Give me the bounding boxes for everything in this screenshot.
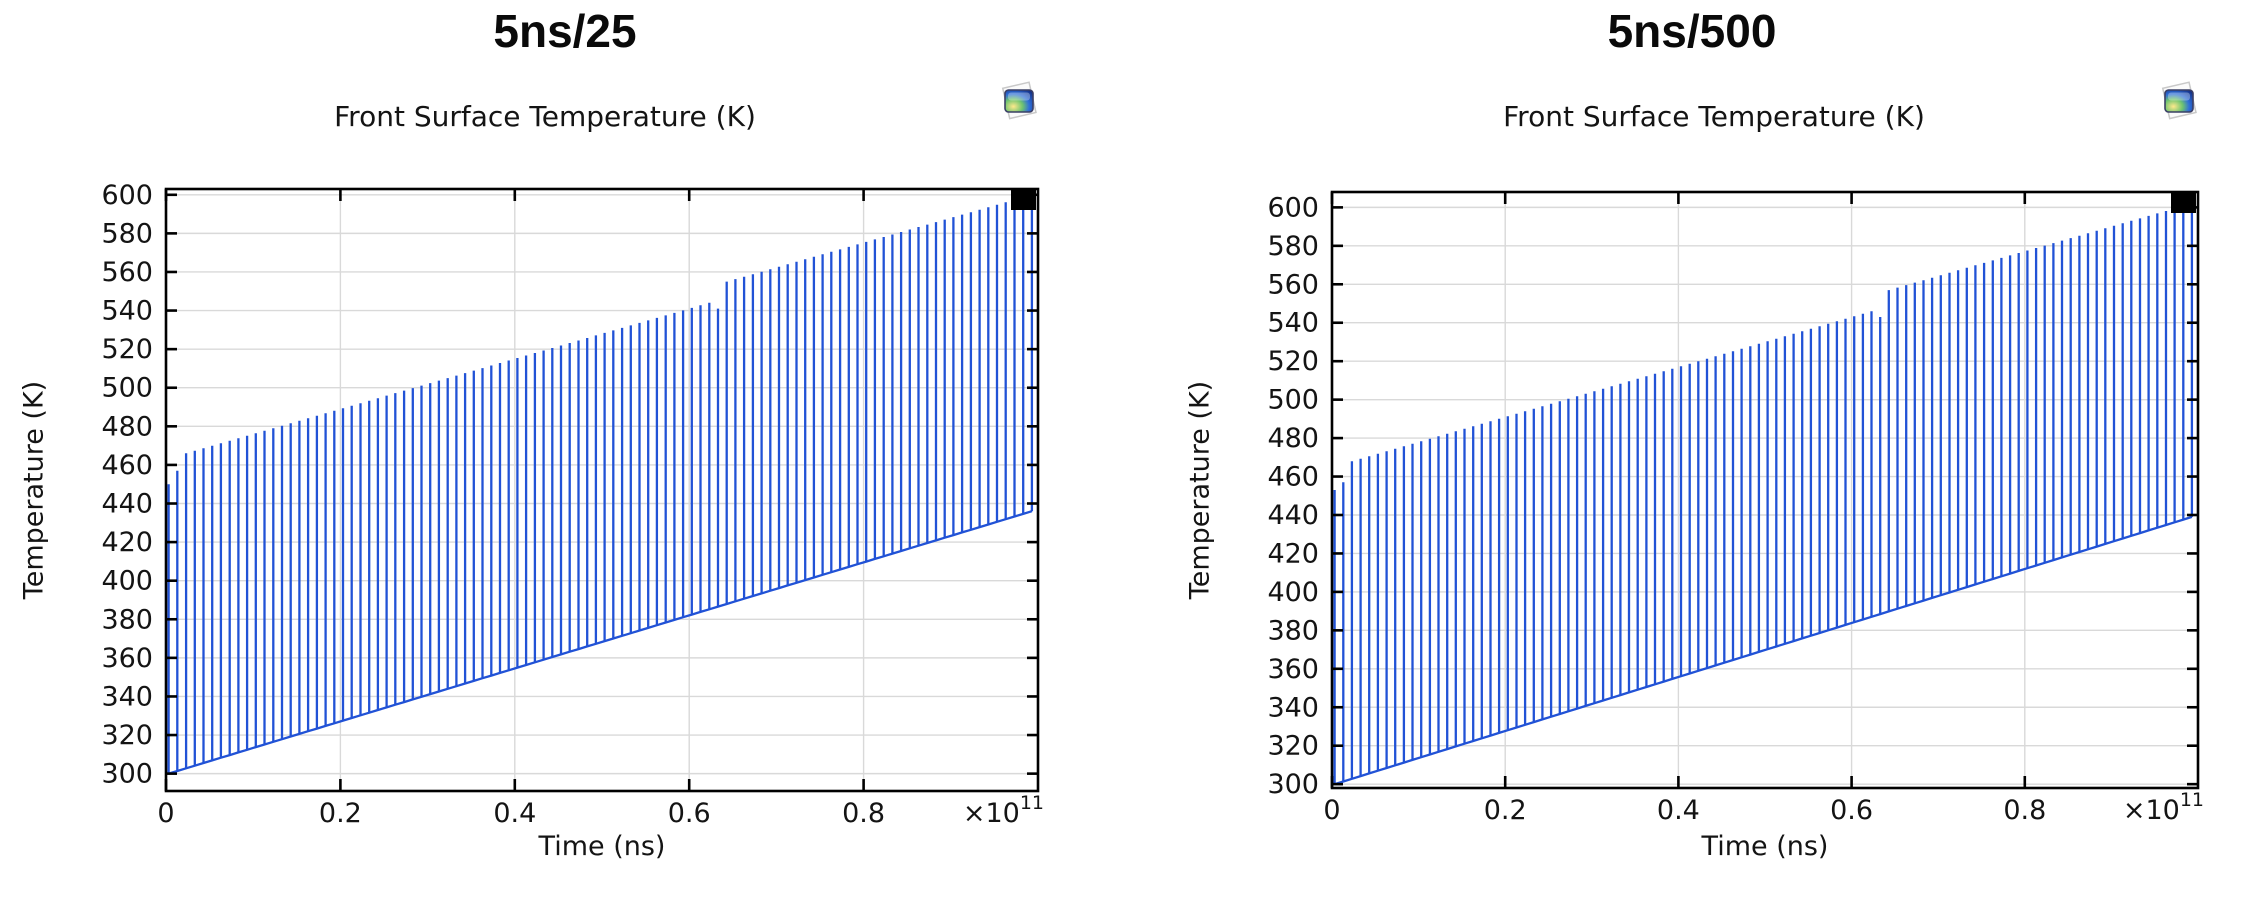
pulse-train-series bbox=[1333, 203, 2194, 786]
axes-frame bbox=[1330, 190, 2200, 790]
y-tick-label: 560 bbox=[101, 257, 153, 288]
y-tick-label: 420 bbox=[101, 527, 153, 558]
y-tick-label: 580 bbox=[101, 218, 153, 249]
y-tick-label: 300 bbox=[1267, 769, 1319, 800]
y-tick-label: 420 bbox=[1267, 538, 1319, 569]
y-tick-label: 340 bbox=[101, 681, 153, 712]
pulse-spikes bbox=[1333, 203, 2194, 785]
pulse-train-series bbox=[167, 194, 1034, 775]
y-tick-label: 340 bbox=[1267, 692, 1319, 723]
baseline-curve bbox=[168, 510, 1033, 775]
y-tick-label: 600 bbox=[1267, 192, 1319, 223]
axes-frame bbox=[164, 187, 1040, 793]
x-tick-label: 0.8 bbox=[842, 798, 885, 829]
x-tick-label: 0.2 bbox=[1484, 795, 1527, 826]
x-axis-scale-label: ×1011 bbox=[2123, 789, 2204, 826]
chart-1: 300 320 340 360 380 400 420 440 460 480 500 520 540 5… bbox=[1267, 190, 2204, 826]
pulse-spikes bbox=[167, 194, 1034, 774]
x-tick-label: 0 bbox=[157, 798, 174, 829]
y-tick-label: 400 bbox=[101, 566, 153, 597]
corner-marker bbox=[2171, 192, 2196, 213]
y-tick-label: 580 bbox=[1267, 231, 1319, 262]
tick-labels: 300 320 340 360 380 400 420 440 460 480 500 520 540 5… bbox=[101, 180, 1044, 829]
x-tick-label: 0.8 bbox=[2003, 795, 2046, 826]
y-tick-label: 500 bbox=[101, 373, 153, 404]
y-tick-label: 320 bbox=[101, 720, 153, 751]
y-tick-label: 500 bbox=[1267, 385, 1319, 416]
x-tick-label: 0.6 bbox=[668, 798, 711, 829]
y-tick-label: 460 bbox=[1267, 462, 1319, 493]
y-tick-label: 480 bbox=[1267, 423, 1319, 454]
gridlines bbox=[1332, 192, 2198, 788]
y-axis-label: Temperature (K) bbox=[18, 380, 50, 600]
comsol-snapshot-icon bbox=[1001, 81, 1037, 120]
x-axis-label: Time (ns) bbox=[538, 831, 666, 862]
y-tick-label: 300 bbox=[101, 759, 153, 790]
chart-title: Front Surface Temperature (K) bbox=[1503, 100, 1925, 133]
y-tick-label: 440 bbox=[1267, 500, 1319, 531]
y-tick-label: 520 bbox=[1267, 346, 1319, 377]
y-tick-label: 380 bbox=[101, 604, 153, 635]
panel-title: 5ns/500 bbox=[1607, 5, 1777, 57]
chart-title: Front Surface Temperature (K) bbox=[334, 100, 756, 133]
baseline-curve bbox=[1334, 515, 2193, 786]
y-tick-label: 540 bbox=[1267, 308, 1319, 339]
tick-labels: 300 320 340 360 380 400 420 440 460 480 500 520 540 5… bbox=[1267, 192, 2204, 826]
x-tick-label: 0.2 bbox=[319, 798, 362, 829]
y-tick-label: 460 bbox=[101, 450, 153, 481]
y-tick-label: 400 bbox=[1267, 577, 1319, 608]
comsol-snapshot-icon bbox=[2161, 81, 2197, 120]
x-tick-label: 0.4 bbox=[493, 798, 536, 829]
x-tick-label: 0.6 bbox=[1830, 795, 1873, 826]
y-tick-label: 320 bbox=[1267, 731, 1319, 762]
y-tick-label: 440 bbox=[101, 489, 153, 520]
y-tick-label: 480 bbox=[101, 411, 153, 442]
x-tick-label: 0 bbox=[1323, 795, 1340, 826]
x-axis-scale-label: ×1011 bbox=[963, 792, 1044, 829]
y-tick-label: 560 bbox=[1267, 269, 1319, 300]
y-tick-label: 360 bbox=[1267, 654, 1319, 685]
y-tick-label: 360 bbox=[101, 643, 153, 674]
y-tick-label: 600 bbox=[101, 180, 153, 211]
y-axis-label: Temperature (K) bbox=[1184, 380, 1216, 600]
chart-0: 300 320 340 360 380 400 420 440 460 480 500 520 540 5… bbox=[101, 180, 1044, 829]
x-axis-label: Time (ns) bbox=[1701, 831, 1829, 862]
y-tick-label: 540 bbox=[101, 296, 153, 327]
y-tick-label: 520 bbox=[101, 334, 153, 365]
corner-marker bbox=[1011, 189, 1036, 210]
gridlines bbox=[166, 189, 1038, 791]
panel-title: 5ns/25 bbox=[493, 5, 637, 57]
x-tick-label: 0.4 bbox=[1657, 795, 1700, 826]
y-tick-label: 380 bbox=[1267, 615, 1319, 646]
